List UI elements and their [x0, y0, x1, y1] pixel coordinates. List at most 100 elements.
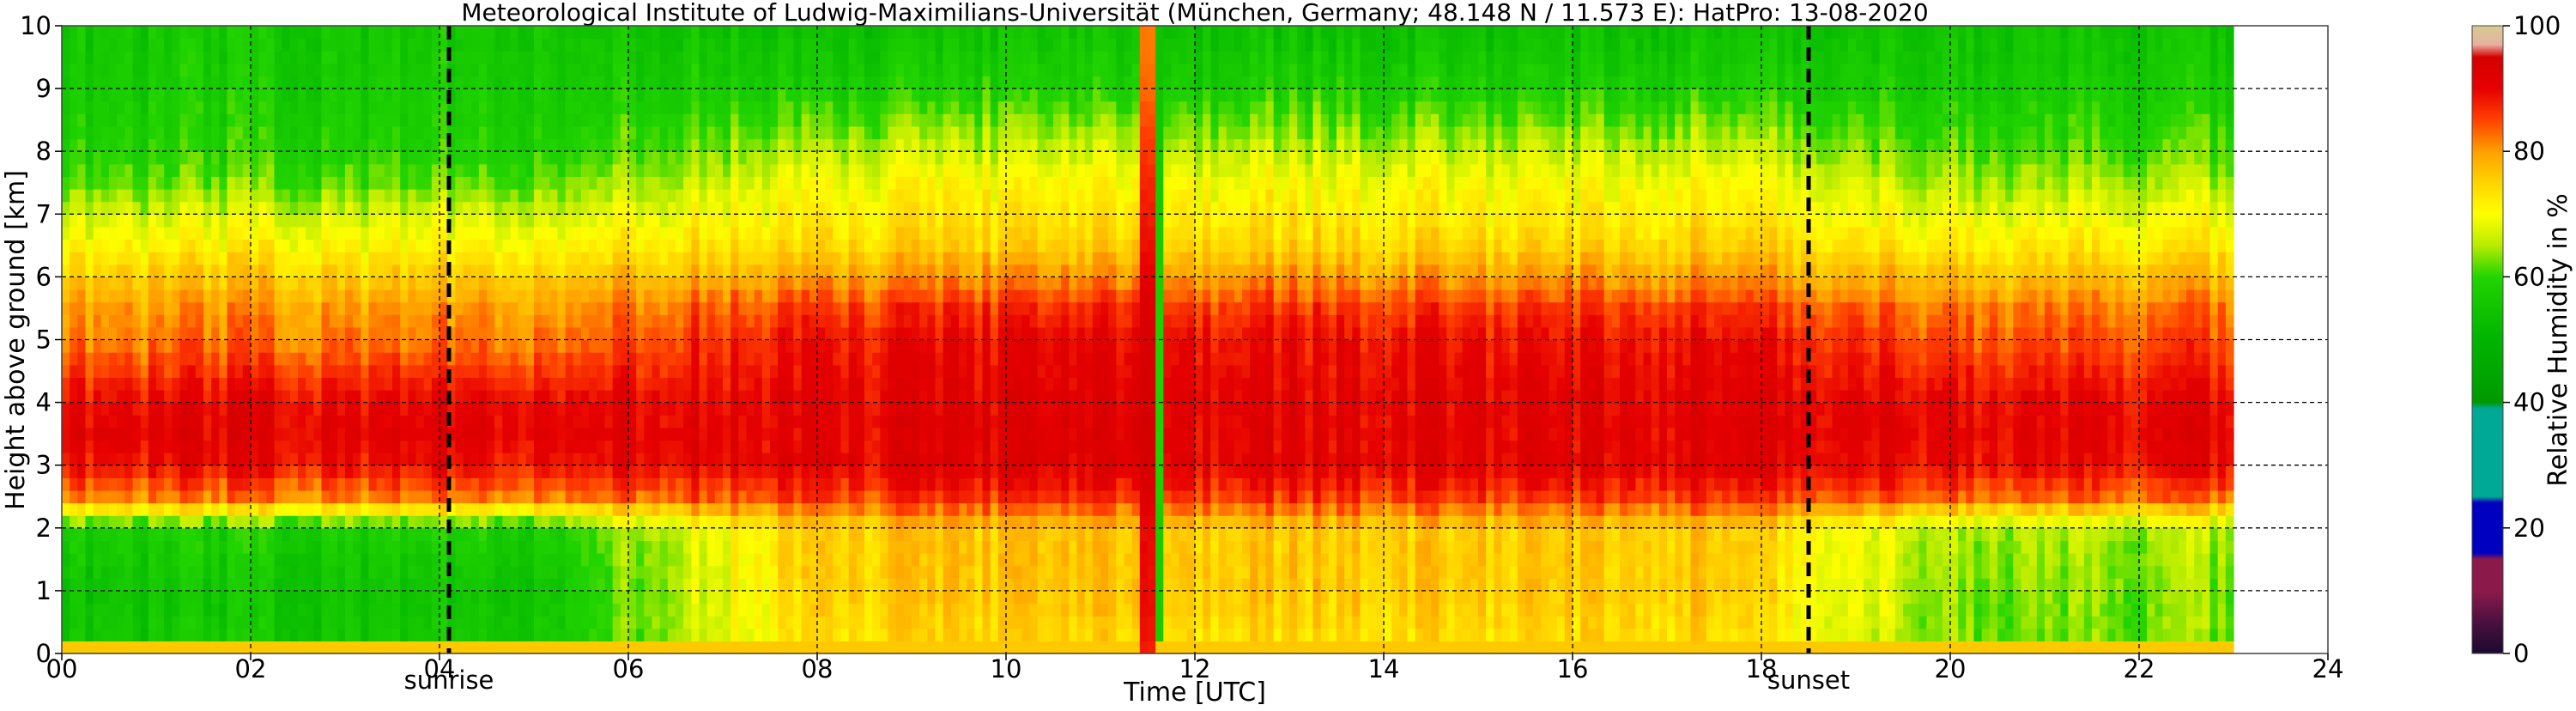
heatmap-cell — [109, 163, 118, 178]
heatmap-cell — [549, 553, 559, 567]
heatmap-cell — [282, 88, 291, 102]
heatmap-cell — [439, 176, 448, 190]
heatmap-cell — [636, 628, 645, 641]
heatmap-cell — [140, 415, 149, 428]
heatmap-cell — [785, 88, 795, 102]
heatmap-cell — [298, 628, 306, 641]
heatmap-cell — [140, 565, 149, 579]
heatmap-cell — [676, 201, 684, 215]
heatmap-cell — [124, 616, 134, 629]
heatmap-cell — [761, 38, 771, 52]
heatmap-cell — [683, 176, 692, 190]
heatmap-cell — [738, 201, 748, 215]
heatmap-cell — [793, 252, 803, 265]
heatmap-cell — [793, 540, 803, 554]
heatmap-cell — [525, 138, 535, 152]
heatmap-cell — [714, 201, 724, 215]
heatmap-cell — [699, 565, 708, 579]
heatmap-cell — [494, 76, 503, 89]
heatmap-cell — [100, 427, 110, 441]
heatmap-cell — [164, 364, 173, 378]
heatmap-cell — [699, 151, 708, 165]
heatmap-cell — [833, 628, 842, 641]
heatmap-cell — [714, 264, 724, 277]
heatmap-cell — [336, 214, 346, 228]
heatmap-cell — [148, 76, 157, 89]
heatmap-cell — [423, 26, 433, 40]
heatmap-cell — [195, 252, 204, 265]
heatmap-cell — [179, 364, 189, 378]
heatmap-cell — [361, 527, 370, 542]
heatmap-cell — [470, 138, 480, 152]
heatmap-cell — [361, 389, 370, 404]
heatmap-cell — [85, 453, 94, 466]
heatmap-cell — [597, 163, 606, 178]
heatmap-cell — [242, 377, 252, 391]
heatmap-cell — [589, 26, 597, 40]
heatmap-cell — [825, 352, 833, 366]
heatmap-cell — [817, 125, 826, 140]
heatmap-cell — [124, 125, 134, 140]
heatmap-cell — [266, 427, 276, 441]
heatmap-cell — [644, 125, 653, 140]
heatmap-cell — [470, 88, 480, 102]
heatmap-cell — [652, 527, 661, 542]
heatmap-cell — [778, 415, 786, 428]
heatmap-cell — [494, 189, 503, 203]
heatmap-cell — [683, 465, 692, 478]
heatmap-cell — [463, 489, 472, 504]
heatmap-cell — [470, 440, 480, 453]
heatmap-cell — [840, 453, 850, 466]
heatmap-cell — [612, 515, 621, 529]
heatmap-cell — [345, 100, 354, 114]
heatmap-cell — [242, 603, 252, 617]
heatmap-cell — [604, 289, 614, 303]
heatmap-cell — [455, 352, 464, 366]
heatmap-cell — [447, 616, 456, 629]
heatmap-cell — [400, 252, 409, 265]
heatmap-cell — [817, 326, 826, 341]
heatmap-cell — [542, 453, 550, 466]
heatmap-cell — [487, 515, 495, 529]
heatmap-cell — [455, 264, 464, 277]
heatmap-cell — [179, 578, 189, 592]
heatmap-cell — [706, 477, 716, 491]
heatmap-cell — [502, 226, 512, 240]
heatmap-cell — [785, 402, 795, 416]
heatmap-cell — [470, 264, 480, 277]
heatmap-cell — [738, 502, 748, 516]
heatmap-cell — [565, 565, 574, 579]
heatmap-cell — [510, 264, 519, 277]
heatmap-cell — [172, 125, 181, 140]
heatmap-cell — [93, 489, 102, 504]
heatmap-cell — [478, 51, 488, 64]
heatmap-cell — [518, 565, 527, 579]
heatmap-cell — [376, 453, 385, 466]
heatmap-cell — [321, 477, 330, 491]
heatmap-cell — [542, 252, 550, 265]
heatmap-cell — [329, 540, 338, 554]
heatmap-cell — [392, 252, 401, 265]
heatmap-cell — [817, 239, 826, 252]
heatmap-cell — [415, 176, 425, 190]
heatmap-cell — [423, 578, 433, 592]
heatmap-cell — [667, 364, 676, 378]
heatmap-cell — [809, 553, 818, 567]
heatmap-cell — [148, 51, 157, 64]
heatmap-cell — [289, 641, 299, 653]
heatmap-cell — [234, 326, 244, 341]
heatmap-cell — [549, 289, 559, 303]
heatmap-cell — [502, 51, 512, 64]
heatmap-cell — [156, 63, 165, 77]
heatmap-cell — [761, 427, 771, 441]
heatmap-cell — [392, 125, 401, 140]
heatmap-cell — [691, 364, 700, 378]
heatmap-cell — [227, 628, 236, 641]
heatmap-cell — [85, 151, 94, 165]
heatmap-cell — [93, 301, 102, 315]
heatmap-cell — [321, 26, 330, 40]
heatmap-cell — [368, 264, 378, 277]
heatmap-cell — [211, 515, 220, 529]
heatmap-cell — [353, 314, 361, 328]
